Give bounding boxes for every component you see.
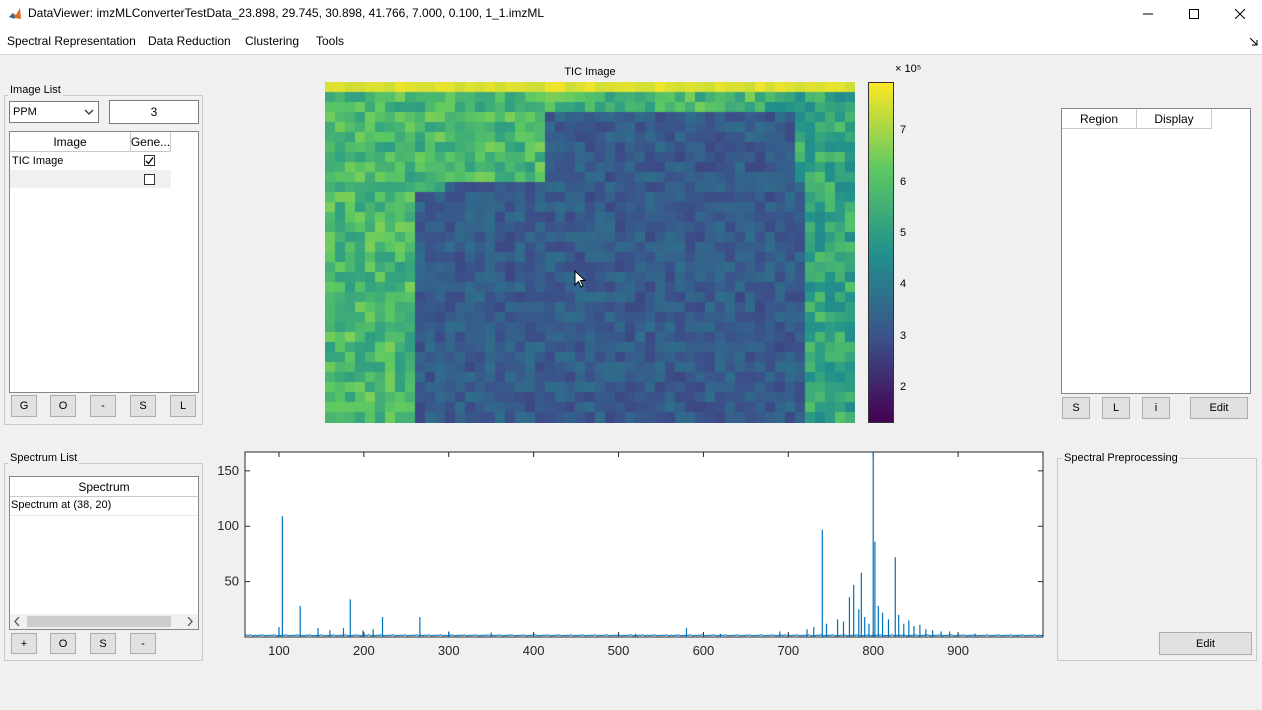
y-tick-label: 50 <box>225 574 239 589</box>
close-button[interactable] <box>1217 0 1262 28</box>
chevron-down-icon <box>84 109 94 115</box>
menu-clustering[interactable]: Clustering <box>245 34 300 48</box>
spectral-preprocessing-title: Spectral Preprocessing <box>1062 452 1180 464</box>
title-bar: DataViewer: imzMLConverterTestData_23.89… <box>0 0 1262 28</box>
image-list-title: Image List <box>8 84 63 96</box>
minimize-icon <box>1143 13 1153 15</box>
normalisation-dropdown[interactable]: PPM <box>9 101 99 123</box>
save-image-list-button[interactable]: S <box>130 395 156 417</box>
x-tick-label: 800 <box>862 643 884 658</box>
column-header-display[interactable]: Display <box>1137 109 1212 129</box>
colorbar-tick-label: 5 <box>900 227 907 239</box>
spectrum-baseline <box>244 634 1044 637</box>
x-tick-label: 900 <box>947 643 969 658</box>
maximize-button[interactable] <box>1171 0 1217 28</box>
window-title: DataViewer: imzMLConverterTestData_23.89… <box>28 6 545 20</box>
dropdown-value: PPM <box>13 106 37 118</box>
matlab-logo-icon <box>8 7 22 21</box>
spectrum-name-cell: Spectrum at (38, 20) <box>11 499 112 511</box>
spectral-preprocessing-panel <box>1057 458 1257 661</box>
undock-arrow-icon[interactable] <box>1250 38 1258 46</box>
x-tick-label: 700 <box>777 643 799 658</box>
remove-spectrum-button[interactable]: - <box>130 633 156 654</box>
image-number-input[interactable]: 3 <box>109 100 199 124</box>
menu-data-reduction[interactable]: Data Reduction <box>148 34 231 48</box>
region-info-button[interactable]: i <box>1142 397 1170 419</box>
edit-preprocessing-button[interactable]: Edit <box>1159 632 1252 655</box>
load-regions-button[interactable]: L <box>1102 397 1130 419</box>
column-header-image[interactable]: Image <box>10 132 131 152</box>
colorbar-tick-label: 3 <box>900 330 907 342</box>
open-spectrum-button[interactable]: O <box>50 633 76 654</box>
x-tick-label: 600 <box>693 643 715 658</box>
spectrum-list-title: Spectrum List <box>8 452 80 464</box>
save-regions-button[interactable]: S <box>1062 397 1090 419</box>
close-icon <box>1235 9 1245 19</box>
x-tick-label: 200 <box>353 643 375 658</box>
edit-regions-button[interactable]: Edit <box>1190 397 1248 419</box>
colorbar-tick-label: 7 <box>900 124 907 136</box>
y-tick-label: 150 <box>217 463 239 478</box>
column-header-region[interactable]: Region <box>1062 109 1137 129</box>
colorbar-tick-label: 4 <box>900 278 907 290</box>
horizontal-scrollbar[interactable] <box>10 614 198 629</box>
spectrum-list-panel <box>4 463 203 661</box>
menu-tools[interactable]: Tools <box>316 34 345 48</box>
scrollbar-thumb[interactable] <box>27 616 171 627</box>
menu-spectral-representation[interactable]: Spectral Representation <box>7 34 136 48</box>
minimize-button[interactable] <box>1125 0 1171 28</box>
open-image-button[interactable]: O <box>50 395 76 417</box>
image-list-panel <box>4 95 203 425</box>
table-row[interactable] <box>10 170 171 188</box>
spectrum-table: Spectrum Spectrum at (38, 20) <box>9 476 199 630</box>
colorbar-tick-label: 6 <box>900 176 907 188</box>
column-header-generate[interactable]: Gene... <box>131 132 171 152</box>
x-tick-label: 500 <box>608 643 630 658</box>
generate-checkbox[interactable] <box>144 174 155 185</box>
table-row[interactable]: Spectrum at (38, 20) <box>10 497 198 516</box>
x-tick-label: 100 <box>268 643 290 658</box>
x-tick-label: 300 <box>438 643 460 658</box>
scroll-left-icon[interactable] <box>14 617 20 626</box>
scroll-right-icon[interactable] <box>187 617 193 626</box>
image-name-cell: TIC Image <box>12 155 64 167</box>
remove-image-button[interactable]: - <box>90 395 116 417</box>
add-spectrum-button[interactable]: + <box>11 633 37 654</box>
image-table: Image Gene... TIC Image <box>9 131 199 393</box>
plot-area <box>244 451 1044 638</box>
colorbar <box>868 82 894 423</box>
y-tick-label: 100 <box>217 518 239 533</box>
menu-bar <box>0 28 1262 55</box>
maximize-icon <box>1189 9 1199 19</box>
region-table: Region Display <box>1061 108 1251 394</box>
generate-button[interactable]: G <box>11 395 37 417</box>
colorbar-tick-label: 2 <box>900 381 907 393</box>
tic-image-heatmap[interactable] <box>325 82 855 423</box>
spectrum-plot[interactable]: 100 200 300 400 500 600 700 800 900 50 100 150 <box>200 440 1060 665</box>
table-row[interactable]: TIC Image <box>10 152 171 170</box>
x-tick-label: 400 <box>523 643 545 658</box>
mouse-cursor-icon <box>574 270 587 288</box>
load-image-list-button[interactable]: L <box>170 395 196 417</box>
colorbar-exponent: × 10⁵ <box>895 63 922 75</box>
tic-image-title: TIC Image <box>564 66 616 78</box>
generate-checkbox[interactable] <box>144 155 155 166</box>
checkmark-icon <box>145 157 154 165</box>
column-header-spectrum[interactable]: Spectrum <box>10 477 198 497</box>
save-spectrum-button[interactable]: S <box>90 633 116 654</box>
